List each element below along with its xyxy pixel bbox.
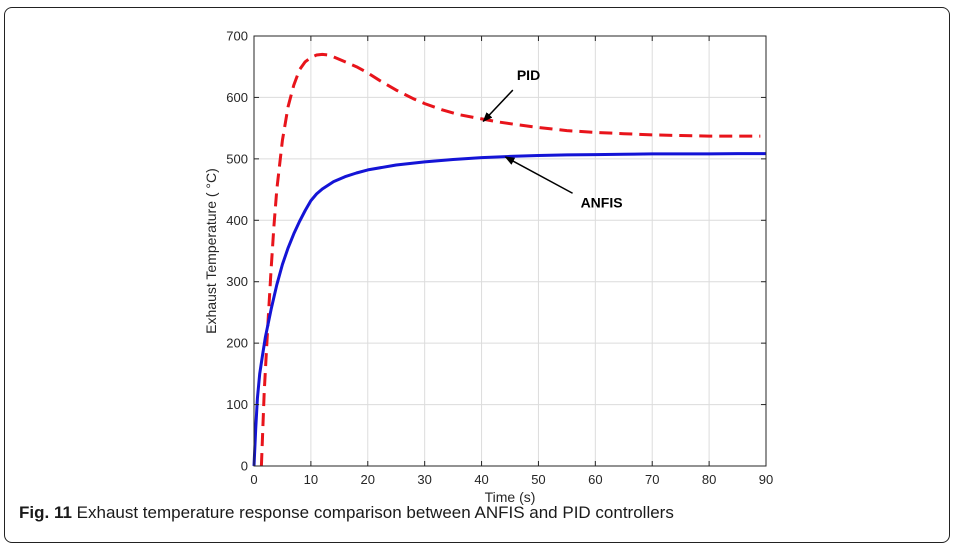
annotation-label-pid: PID <box>517 67 540 83</box>
plot-border <box>253 35 767 467</box>
x-tick-label: 80 <box>702 472 716 487</box>
y-axis-label: Exhaust Temperature ( °C) <box>203 168 219 334</box>
y-tick-label: 0 <box>241 459 248 474</box>
x-tick-label: 50 <box>531 472 545 487</box>
annotations: PID ANFIS <box>482 67 623 210</box>
figure-caption: Fig. 11 Exhaust temperature response com… <box>19 503 674 523</box>
y-tick-label: 500 <box>226 151 248 166</box>
plot-area <box>254 36 766 466</box>
x-tick-label: 0 <box>250 472 257 487</box>
x-tick-label: 90 <box>759 472 773 487</box>
y-tick-label: 300 <box>226 274 248 289</box>
x-tick-label: 40 <box>474 472 488 487</box>
y-tick-label: 600 <box>226 90 248 105</box>
x-tick-label: 70 <box>645 472 659 487</box>
figure-number: Fig. 11 <box>19 503 72 522</box>
axis-ticks: 0 10 20 30 40 50 60 70 80 90 0 100 200 300 400 500 600 70… <box>226 29 773 488</box>
series-line-pid <box>259 52 761 467</box>
annotation-arrow-pid <box>482 89 514 123</box>
x-tick-label: 20 <box>361 472 375 487</box>
grid <box>254 36 766 466</box>
annotation-label-anfis: ANFIS <box>581 194 623 210</box>
y-tick-label: 200 <box>226 336 248 351</box>
series-line-anfis <box>252 152 766 467</box>
x-axis-label: Time (s) <box>485 489 536 505</box>
series-lines <box>252 52 766 467</box>
y-tick-label: 700 <box>226 29 248 44</box>
x-tick-label: 30 <box>417 472 431 487</box>
annotation-arrow-anfis <box>504 156 573 194</box>
caption-text: Exhaust temperature response comparison … <box>71 503 674 522</box>
x-tick-label: 10 <box>304 472 318 487</box>
y-tick-label: 400 <box>226 213 248 228</box>
y-tick-label: 100 <box>226 397 248 412</box>
x-tick-label: 60 <box>588 472 602 487</box>
